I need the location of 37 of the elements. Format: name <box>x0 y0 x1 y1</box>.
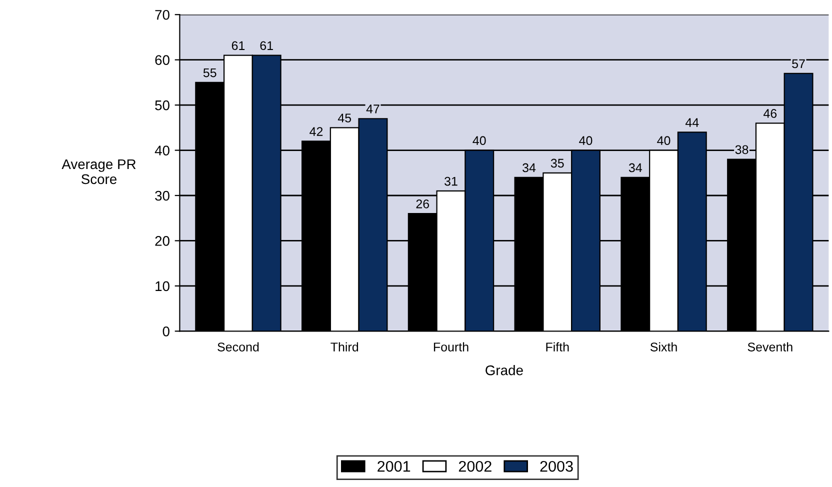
x-tick-label: Second <box>218 342 259 352</box>
y-tick-label: 70 <box>155 10 170 20</box>
y-tick-label: 60 <box>155 55 170 65</box>
data-label: 61 <box>260 41 273 50</box>
data-label: 34 <box>628 163 642 172</box>
legend-label: 2001 <box>378 460 410 472</box>
data-label: 40 <box>579 136 592 146</box>
y-tick-label: 40 <box>154 146 170 156</box>
x-tick-label: Sixth <box>650 342 677 352</box>
x-tick-label: Fifth <box>546 342 569 352</box>
y-tick-label: 30 <box>155 190 170 201</box>
data-label: 55 <box>203 68 216 78</box>
legend-label: 2002 <box>458 460 492 472</box>
data-label: 40 <box>472 136 486 146</box>
x-tick-label: Third <box>330 342 358 352</box>
data-label: 38 <box>735 145 748 154</box>
data-label: 45 <box>338 114 352 122</box>
data-label: 42 <box>310 127 323 136</box>
y-tick-label: 20 <box>155 236 170 246</box>
x-axis-title: Grade <box>486 365 523 376</box>
y-tick-label: 10 <box>156 281 170 292</box>
data-label: 61 <box>232 41 245 50</box>
data-label: 35 <box>550 158 564 168</box>
x-tick-label: Seventh <box>748 342 792 352</box>
legend-label: 2003 <box>540 460 573 472</box>
data-label: 31 <box>444 176 458 186</box>
x-tick-label: Fourth <box>434 342 468 352</box>
y-tick-label: 50 <box>155 100 170 110</box>
y-tick-label: 0 <box>162 326 170 336</box>
data-label: 44 <box>685 118 699 127</box>
data-label: 34 <box>522 163 536 172</box>
data-label: 47 <box>366 104 380 114</box>
data-label: 40 <box>657 136 670 146</box>
data-label: 57 <box>792 59 805 68</box>
data-label: 46 <box>763 109 777 118</box>
data-label: 26 <box>416 199 430 208</box>
y-axis-title: Average PR Score <box>62 159 136 184</box>
